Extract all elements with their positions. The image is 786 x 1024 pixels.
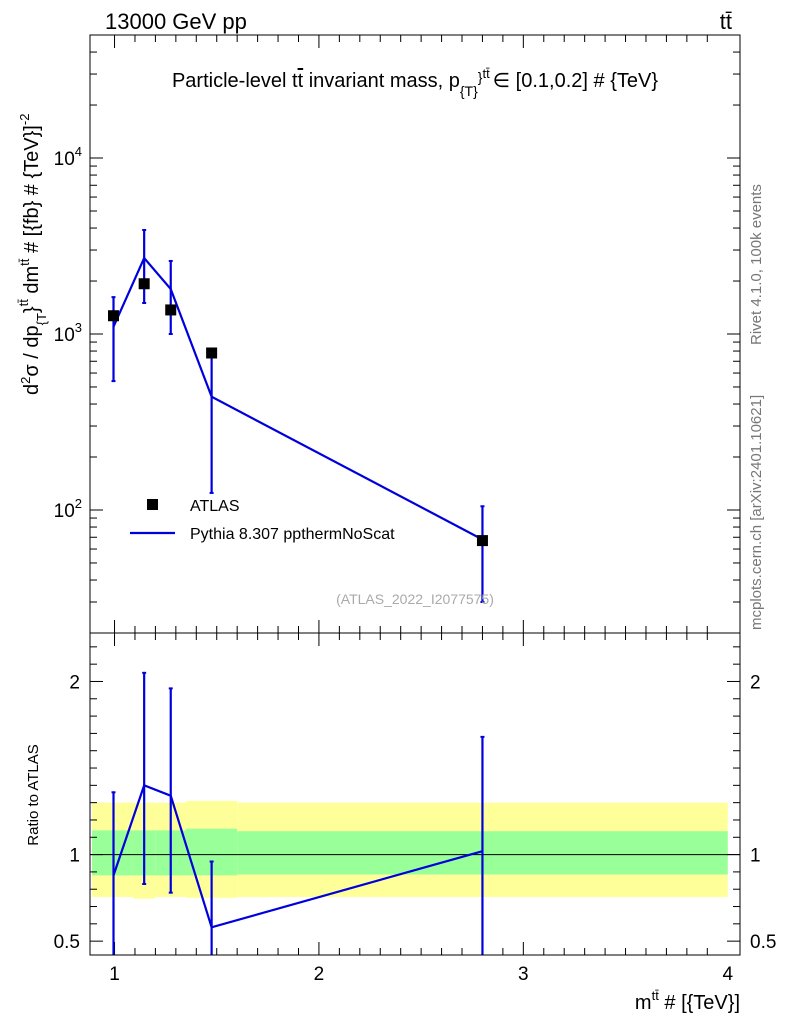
analysis-watermark: (ATLAS_2022_I2077575): [336, 591, 494, 607]
xlabel-a: m: [635, 992, 652, 1014]
ylabel-a-sup: 2: [18, 377, 33, 384]
ytick-exp: 2: [75, 496, 82, 511]
ylabel-d-sup: tt̄: [17, 258, 32, 266]
xlabel-b: # [{TeV}]: [659, 992, 740, 1014]
mc-series-line: [112, 256, 483, 541]
ratio-ytick-label: 0.5: [54, 932, 80, 953]
ratio-series-line: [112, 783, 483, 929]
mc-error-bars: [111, 228, 485, 604]
ratio-ytick-label-right: 1: [750, 846, 761, 867]
legend-label-atlas: ATLAS: [190, 498, 240, 515]
ratio-ytick-label-right: 0.5: [750, 932, 776, 953]
ratio-ytick-label-right: 2: [750, 672, 761, 693]
ylabel-e-sup: -2: [17, 114, 32, 126]
process-label: tt̄: [720, 9, 732, 34]
ytick-base: 10: [54, 149, 75, 170]
title-prefix: Particle-level t: [172, 70, 298, 92]
title-mid: invariant mass, p: [303, 70, 460, 92]
rivet-version-label: Rivet 4.1.0, 100k events: [748, 184, 765, 345]
ratio-xtick-label: 4: [722, 964, 733, 985]
ytick-exp: 3: [75, 320, 82, 335]
ylabel-d: dm: [21, 266, 43, 299]
ylabel-c: }: [21, 306, 43, 313]
ratio-error-bars: [111, 671, 485, 955]
ylabel-a: d: [21, 384, 43, 395]
ratio-ylabel: Ratio to ATLAS: [25, 744, 42, 845]
ratio-ticks: 0.5 0.5 1 1 2 2 1 2 3 4: [54, 633, 776, 985]
title-suffix: ∈ [0.1,0.2] # {TeV}: [493, 70, 659, 92]
data-point: [138, 278, 150, 290]
xlabel-a-sup: tt̄: [652, 988, 660, 1003]
main-ytick-label: 103: [54, 320, 82, 346]
main-title: Particle-level tt invariant mass, p{T}}t…: [172, 66, 658, 99]
ytick-base: 10: [54, 325, 75, 346]
data-point: [165, 304, 177, 316]
ratio-panel: 0.5 0.5 1 1 2 2 1 2 3 4 Ratio to ATLAS mtt̄ # [{T…: [25, 632, 776, 1014]
title-brace: }: [478, 69, 483, 85]
data-point: [476, 535, 488, 547]
energy-label: 13000 GeV pp: [105, 9, 247, 34]
ratio-xtick-label: 3: [518, 964, 529, 985]
data-point: [206, 347, 218, 359]
title-sub: {T}: [460, 83, 478, 99]
ylabel-c-sup: tt̄: [16, 299, 31, 307]
ratio-xlabel: mtt̄ # [{TeV}]: [635, 988, 740, 1014]
ylabel-e: # [{fb} # {TeV}]: [21, 125, 43, 258]
ylabel-b-sub: {T: [34, 313, 49, 325]
title-tbar: t: [298, 70, 304, 92]
ytick-exp: 4: [75, 144, 82, 159]
ratio-ytick-label: 1: [69, 846, 80, 867]
ylabel-b: σ / dp: [21, 325, 43, 376]
main-ylabel: d2σ / dp{T}tt̄ dmtt̄ # [{fb} # {TeV}]-2: [16, 114, 49, 395]
ratio-ytick-label: 2: [69, 672, 80, 693]
mcplots-label: mcplots.cern.ch [arXiv:2401.10621]: [748, 395, 765, 630]
main-ytick-label: 104: [54, 144, 82, 170]
title-sup: tt̄: [482, 66, 490, 81]
ratio-xtick-label: 2: [314, 964, 325, 985]
legend-marker-atlas: [147, 499, 158, 510]
data-point: [108, 310, 120, 322]
main-ytick-label: 102: [54, 496, 82, 522]
ratio-frame: [89, 632, 741, 956]
ytick-base: 10: [54, 501, 75, 522]
ratio-xtick-label: 1: [109, 964, 120, 985]
legend-label-mc: Pythia 8.307 ppthermNoScat: [190, 526, 395, 543]
data-markers: [108, 278, 488, 547]
